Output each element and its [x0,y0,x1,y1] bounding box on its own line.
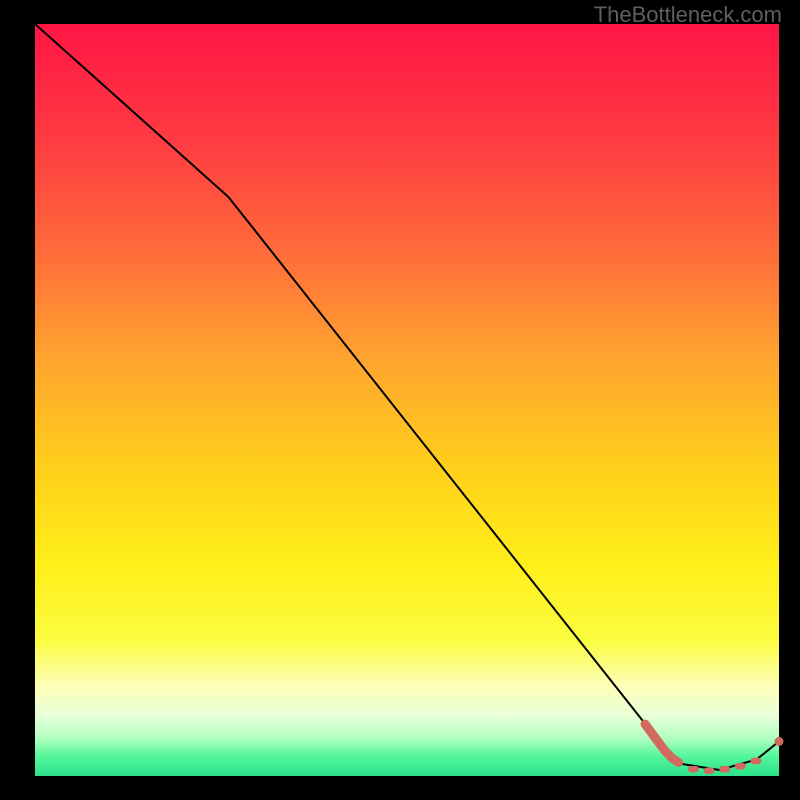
gradient-background [35,24,779,776]
plot-area [35,24,779,776]
watermark-label: TheBottleneck.com [594,2,782,28]
